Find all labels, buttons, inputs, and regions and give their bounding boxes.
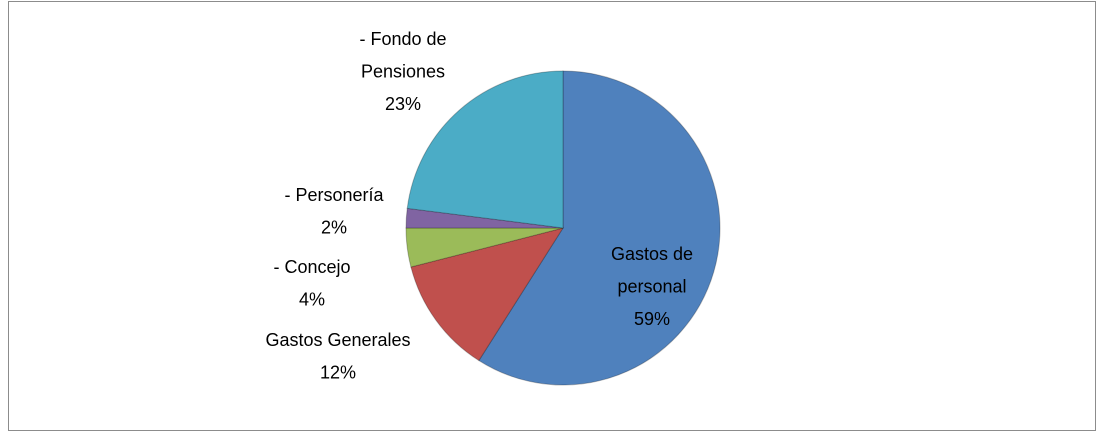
slice-label: - Concejo: [273, 257, 350, 277]
slice-value-label: 2%: [321, 217, 347, 237]
pie-slice: [405, 227, 564, 268]
slice-value-label: 12%: [320, 362, 356, 382]
slice-value-label: 23%: [385, 94, 421, 114]
slice-label: - Fondo de Pensiones: [359, 29, 446, 82]
slice-label: Gastos Generales: [265, 330, 410, 350]
slice-value-label: 4%: [299, 289, 325, 309]
pie-slice: [406, 70, 564, 229]
slice-label: Gastos de personal: [611, 244, 693, 297]
pie-slice: [478, 70, 721, 386]
pie-slice: [405, 207, 564, 229]
slice-value-label: 59%: [634, 309, 670, 329]
slice-label: - Personería: [284, 185, 384, 205]
pie-slice: [410, 227, 565, 362]
